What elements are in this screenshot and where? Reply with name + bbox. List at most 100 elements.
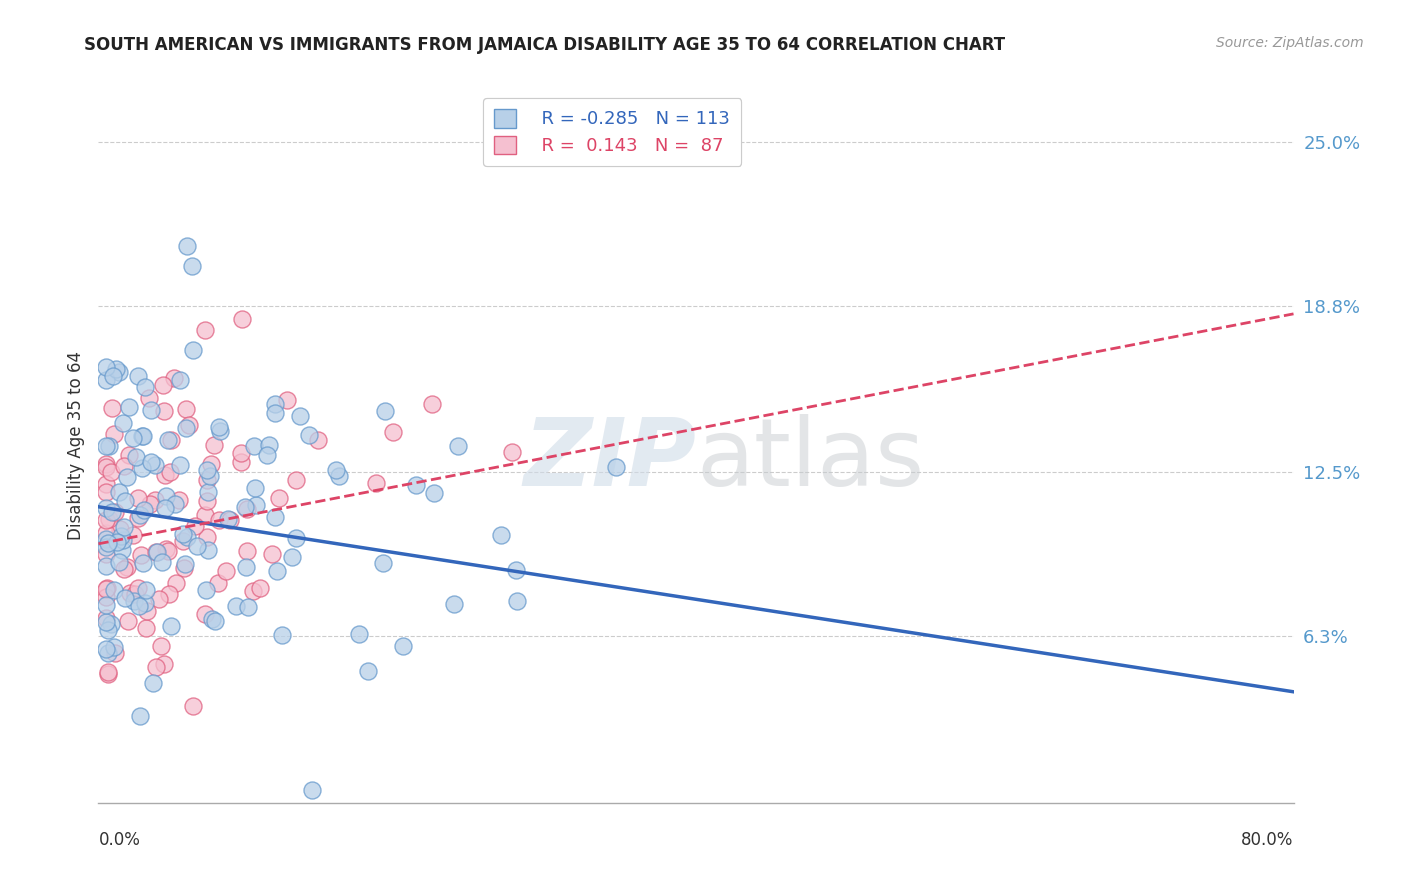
Point [156,433,179,447]
Point [236,600,259,615]
Point [194,323,217,337]
Point [127,491,149,505]
Point [150,555,173,569]
Point [160,619,183,633]
Point [152,377,174,392]
Point [422,486,444,500]
Point [200,457,222,471]
Point [94,359,117,374]
Point [194,607,217,621]
Point [118,586,141,600]
Point [96,615,118,629]
Point [276,392,298,407]
Point [157,543,180,558]
Y-axis label: Disability Age 35 to 64: Disability Age 35 to 64 [66,351,84,541]
Point [135,621,157,635]
Point [506,594,529,608]
Point [111,416,134,430]
Point [128,508,150,522]
Point [269,491,291,506]
Point [260,547,283,561]
Point [94,582,117,597]
Point [153,500,176,515]
Point [173,561,195,575]
Point [134,379,156,393]
Text: 80.0%: 80.0% [1241,831,1294,849]
Point [184,519,207,533]
Point [174,401,197,416]
Point [149,640,172,654]
Point [243,481,266,495]
Point [225,599,247,613]
Point [136,604,159,618]
Point [110,529,132,543]
Point [131,429,153,443]
Point [114,493,136,508]
Point [127,510,149,524]
Point [366,476,388,491]
Point [129,548,152,562]
Point [186,539,208,553]
Point [371,557,394,571]
Point [208,420,231,434]
Point [284,531,307,545]
Point [103,426,125,441]
Point [94,457,117,471]
Point [163,497,186,511]
Point [94,526,117,541]
Point [128,709,150,723]
Point [117,614,139,628]
Point [114,520,136,534]
Point [112,561,135,575]
Point [263,406,285,420]
Point [132,429,155,443]
Point [101,369,124,384]
Point [105,361,128,376]
Point [195,473,218,487]
Point [195,463,218,477]
Point [271,628,294,642]
Point [443,597,465,611]
Point [98,439,121,453]
Point [176,530,198,544]
Point [107,485,129,500]
Point [266,564,288,578]
Point [181,699,204,714]
Point [173,557,195,571]
Point [96,558,118,573]
Point [118,400,141,414]
Point [97,665,120,680]
Point [103,640,125,654]
Point [153,467,176,482]
Point [142,676,165,690]
Point [167,492,190,507]
Point [153,657,176,671]
Text: atlas: atlas [696,414,924,507]
Point [111,543,134,558]
Point [207,576,229,591]
Point [115,560,138,574]
Point [236,543,259,558]
Point [172,526,194,541]
Point [97,667,120,681]
Point [165,576,187,591]
Point [124,587,146,601]
Point [195,530,218,544]
Point [114,591,136,605]
Point [100,617,122,632]
Point [307,434,329,448]
Point [174,420,197,434]
Point [229,455,252,469]
Point [181,259,204,273]
Point [152,403,174,417]
Point [94,642,117,657]
Point [94,513,117,527]
Point [194,582,217,597]
Point [94,598,117,612]
Point [131,461,153,475]
Point [122,594,145,608]
Point [145,659,167,673]
Point [235,559,257,574]
Point [97,624,120,638]
Point [328,469,350,483]
